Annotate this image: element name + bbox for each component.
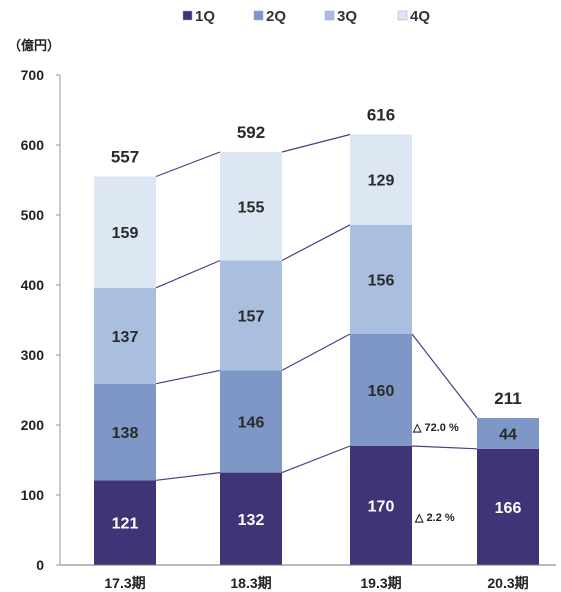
connector-line-2Q: [281, 333, 351, 371]
connector-line-1Q: [411, 445, 478, 450]
total-label: 557: [111, 148, 139, 167]
y-axis-unit: （億円）: [8, 38, 60, 53]
legend-swatch-4Q: [397, 10, 408, 21]
connector-line-2Q: [155, 369, 221, 385]
connector-line-1Q: [155, 472, 221, 481]
bar-segment-3Q: [350, 224, 412, 334]
legend: 1Q 2Q 3Q 4Q: [182, 8, 430, 25]
bar-segment-2Q: [94, 383, 156, 481]
connector-line-3Q: [155, 259, 221, 289]
y-tick-label: 0: [36, 557, 44, 573]
legend-label-4Q: 4Q: [410, 8, 430, 25]
annotations: △ 72.0 % △ 2.2 %: [412, 422, 459, 524]
bar-segment-1Q: [94, 480, 156, 565]
x-tick-label: 20.3期: [487, 575, 528, 591]
y-tick-label: 400: [21, 277, 45, 293]
bar-segment-1Q: [350, 446, 412, 565]
data-label-2Q: 146: [238, 415, 265, 432]
data-label-4Q: 155: [238, 199, 265, 216]
y-axis: 0 100 200 300 400 500 600 700: [21, 67, 61, 573]
x-tick-label: 19.3期: [360, 575, 401, 591]
data-label-4Q: 129: [368, 173, 395, 190]
connector-line-1Q: [281, 445, 351, 474]
bar-segment-2Q: [220, 370, 282, 473]
total-label: 211: [494, 389, 521, 408]
bar-segment-4Q: [94, 176, 156, 288]
legend-swatch-2Q: [253, 10, 264, 21]
y-tick-label: 100: [21, 487, 45, 503]
y-tick-label: 600: [21, 137, 45, 153]
data-label-2Q: 160: [368, 383, 395, 400]
yoy-change-annotation: △ 2.2 %: [414, 512, 455, 524]
legend-label-3Q: 3Q: [337, 8, 357, 25]
y-tick-label: 200: [21, 417, 45, 433]
data-label-1Q: 166: [495, 500, 522, 517]
yoy-change-annotation: △ 72.0 %: [412, 422, 459, 434]
x-tick-label: 17.3期: [104, 575, 145, 591]
data-label-3Q: 156: [368, 272, 395, 289]
y-tick-label: 300: [21, 347, 45, 363]
legend-swatch-3Q: [324, 10, 335, 21]
data-label-2Q: 44: [499, 426, 517, 443]
total-label: 592: [237, 123, 265, 142]
bar-segment-1Q: [220, 472, 282, 565]
bar-segment-3Q: [94, 287, 156, 384]
data-label-4Q: 159: [112, 225, 139, 242]
legend-swatch-1Q: [182, 10, 193, 21]
y-tick-label: 500: [21, 207, 45, 223]
data-label-3Q: 157: [238, 308, 265, 325]
total-label: 616: [367, 106, 395, 125]
bar-segment-4Q: [350, 134, 412, 225]
legend-label-1Q: 1Q: [195, 8, 215, 25]
data-label-2Q: 138: [112, 425, 139, 442]
legend-label-2Q: 2Q: [266, 8, 286, 25]
bar-segment-1Q: [477, 448, 539, 565]
connector-line-2Q: [411, 333, 478, 419]
bar-segment-2Q: [350, 334, 412, 446]
connector-lines: [155, 133, 478, 481]
bar-segment-2Q: [477, 418, 539, 449]
bars: 121 138 137 159 557 132 146 157 155 592 170 160 156 1…: [94, 106, 539, 565]
x-tick-label: 18.3期: [230, 575, 271, 591]
data-label-1Q: 170: [368, 499, 395, 516]
y-tick-label: 700: [21, 67, 45, 83]
data-label-3Q: 137: [112, 329, 139, 346]
bar-segment-3Q: [220, 260, 282, 371]
connector-line-3Q: [281, 224, 351, 262]
connector-line-4Q: [281, 133, 351, 153]
bar-segment-4Q: [220, 152, 282, 261]
data-label-1Q: 121: [112, 516, 139, 533]
connector-line-4Q: [155, 151, 221, 178]
x-axis: 17.3期 18.3期 19.3期 20.3期: [60, 564, 556, 591]
data-label-1Q: 132: [238, 512, 265, 529]
